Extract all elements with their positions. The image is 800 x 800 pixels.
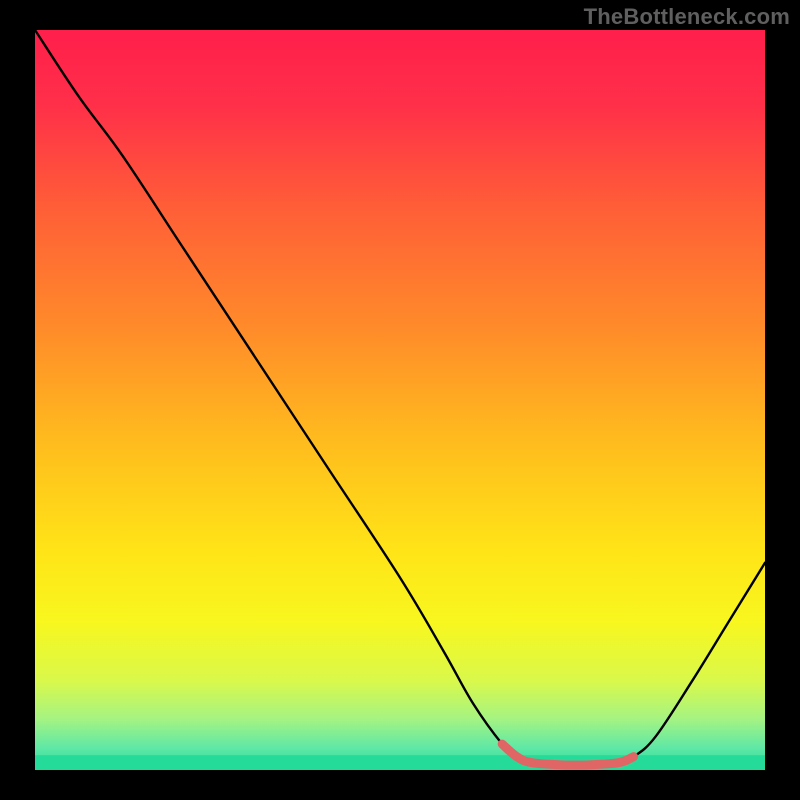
watermark-label: TheBottleneck.com [584,4,790,30]
chart-canvas: TheBottleneck.com [0,0,800,800]
bottleneck-chart [0,0,800,800]
bottom-green-band [35,755,765,770]
plot-background [35,30,765,770]
